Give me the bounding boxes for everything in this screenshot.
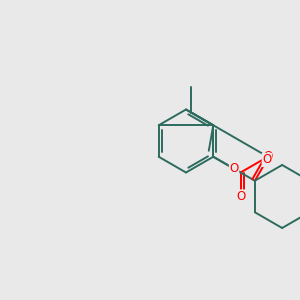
Text: O: O [263, 150, 272, 163]
Text: O: O [230, 162, 239, 175]
Text: O: O [262, 154, 272, 166]
Text: O: O [236, 190, 245, 203]
